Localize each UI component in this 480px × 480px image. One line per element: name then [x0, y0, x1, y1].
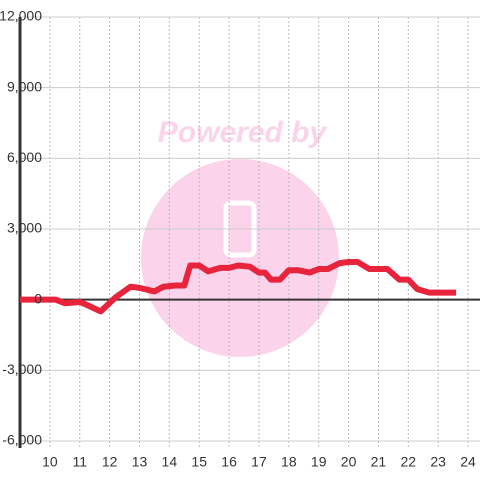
x-tick-label: 11: [72, 454, 87, 470]
x-tick-label: 12: [102, 454, 118, 470]
watermark-text: Powered by: [158, 116, 328, 149]
x-tick-label: 10: [42, 454, 58, 470]
x-tick-label: 15: [191, 454, 207, 470]
watermark-circle: [141, 159, 339, 357]
x-tick-label: 13: [132, 454, 148, 470]
y-tick-label: 12,000: [0, 8, 42, 24]
x-tick-label: 17: [251, 454, 267, 470]
watermark: Powered by: [141, 116, 339, 357]
x-tick-label: 23: [430, 454, 446, 470]
y-tick-label: 6,000: [7, 149, 42, 165]
x-tick-label: 20: [341, 454, 357, 470]
x-tick-label: 24: [460, 454, 476, 470]
y-tick-label: 3,000: [7, 220, 42, 236]
y-tick-label: 9,000: [7, 78, 42, 94]
x-tick-label: 19: [311, 454, 327, 470]
x-tick-label: 21: [371, 454, 387, 470]
x-tick-label: 22: [401, 454, 417, 470]
data-line: [20, 258, 457, 315]
y-tick-label: -3,000: [2, 361, 42, 377]
y-tick-label: -6,000: [2, 432, 42, 448]
x-tick-label: 18: [281, 454, 297, 470]
y-tick-label: 0: [34, 290, 42, 306]
x-tick-label: 16: [221, 454, 237, 470]
x-tick-label: 14: [162, 454, 178, 470]
